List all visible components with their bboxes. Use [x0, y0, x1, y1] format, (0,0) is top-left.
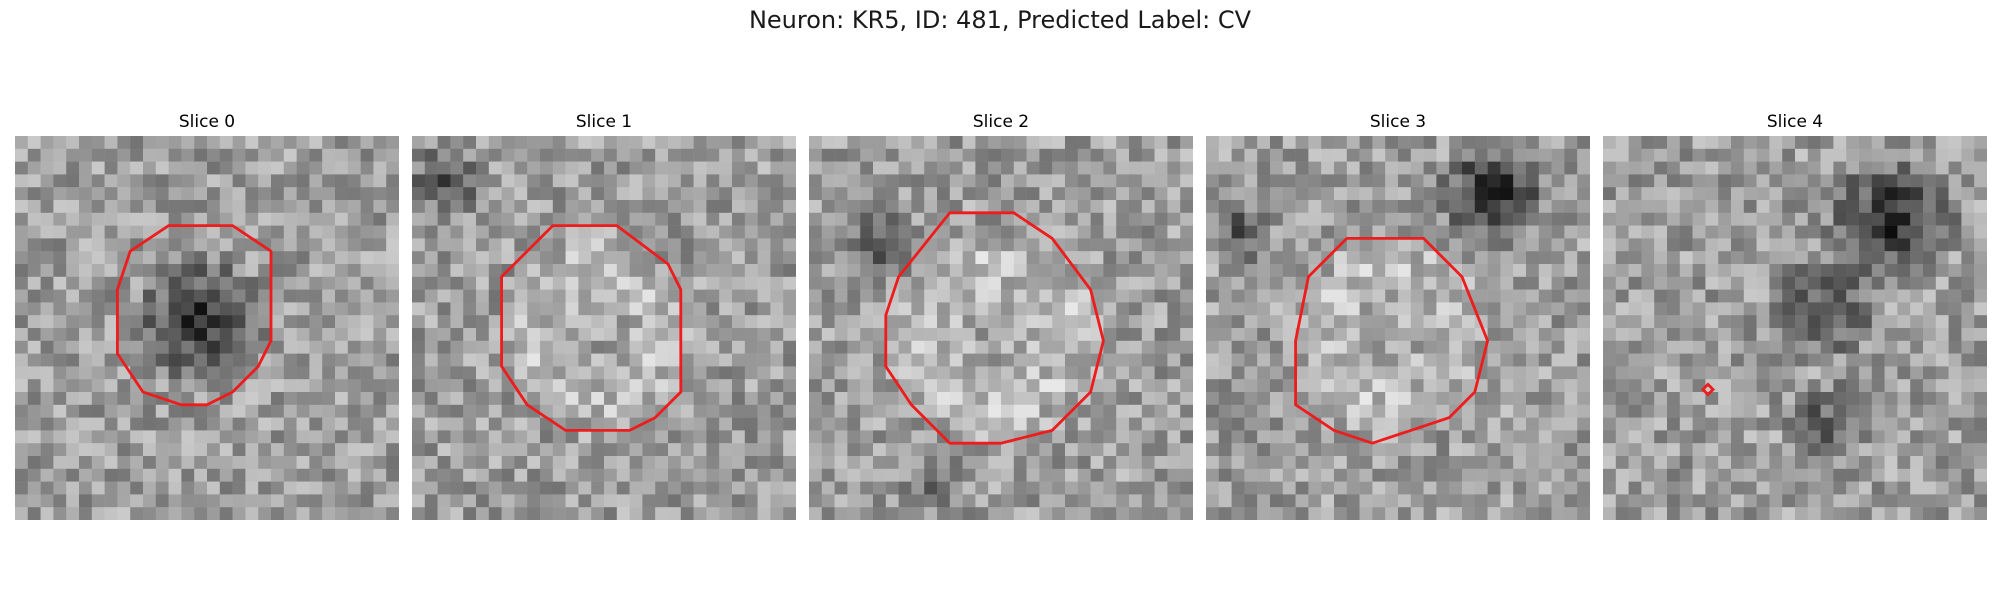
slice-image-2	[809, 136, 1193, 520]
roi-contour	[1294, 236, 1490, 445]
roi-contour	[500, 224, 683, 432]
em-texture	[1603, 136, 1987, 520]
slice-panel-4: Slice 4	[1603, 110, 1987, 520]
slice-title: Slice 0	[178, 112, 236, 132]
figure-title: Neuron: KR5, ID: 481, Predicted Label: C…	[748, 6, 1252, 34]
slice-image-1	[412, 136, 796, 520]
slice-title: Slice 2	[972, 112, 1030, 132]
slice-panel-2: Slice 2	[809, 110, 1193, 520]
em-texture	[1206, 136, 1590, 520]
roi-contour	[884, 211, 1105, 445]
slice-title: Slice 4	[1766, 112, 1824, 132]
em-texture	[412, 136, 796, 520]
roi-contour	[1700, 382, 1716, 397]
slice-image-4	[1603, 136, 1987, 520]
slice-title: Slice 1	[575, 112, 633, 132]
roi-contour	[115, 224, 273, 407]
em-texture	[15, 136, 399, 520]
em-texture	[809, 136, 1193, 520]
slice-panel-1: Slice 1	[412, 110, 796, 520]
slice-panel-0: Slice 0	[15, 110, 399, 520]
slice-image-0	[15, 136, 399, 520]
slice-panel-3: Slice 3	[1206, 110, 1590, 520]
slice-image-3	[1206, 136, 1590, 520]
slice-title: Slice 3	[1369, 112, 1427, 132]
